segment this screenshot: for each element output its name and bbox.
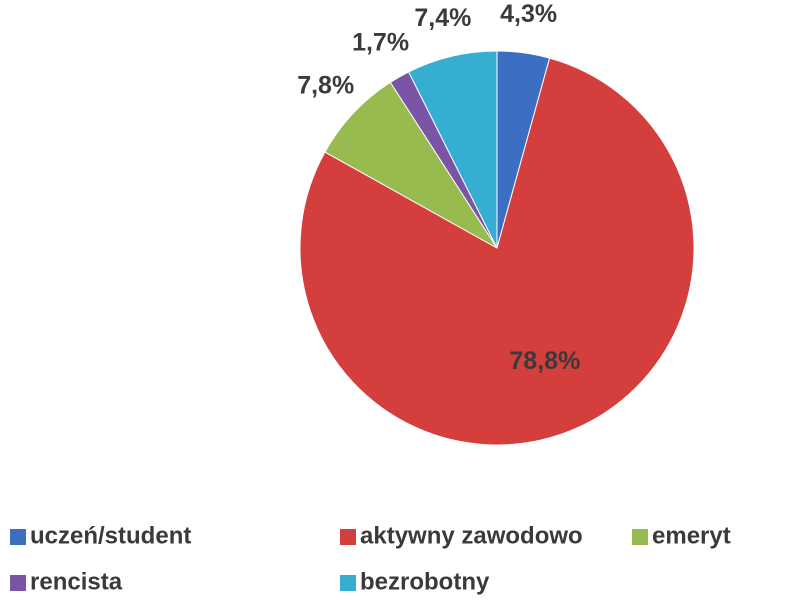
pie-slice (324, 81, 498, 249)
data-label: 1,7% (352, 28, 409, 56)
data-label: 78,8% (509, 347, 580, 375)
pie-slice (407, 50, 498, 249)
data-label: 7,4% (414, 4, 471, 32)
legend-label: uczeń/student (30, 522, 191, 549)
legend-label: aktywny zawodowo (360, 522, 583, 549)
legend-label: bezrobotny (360, 568, 490, 595)
legend-swatch (340, 575, 356, 591)
legend-swatch (10, 529, 26, 545)
legend-label: rencista (30, 568, 123, 595)
data-label: 4,3% (500, 0, 557, 28)
legend-swatch (340, 529, 356, 545)
legend-label: emeryt (652, 522, 731, 549)
data-label: 7,8% (297, 72, 354, 100)
legend-swatch (10, 575, 26, 591)
pie-slice (299, 57, 695, 446)
legend-swatch (632, 529, 648, 545)
